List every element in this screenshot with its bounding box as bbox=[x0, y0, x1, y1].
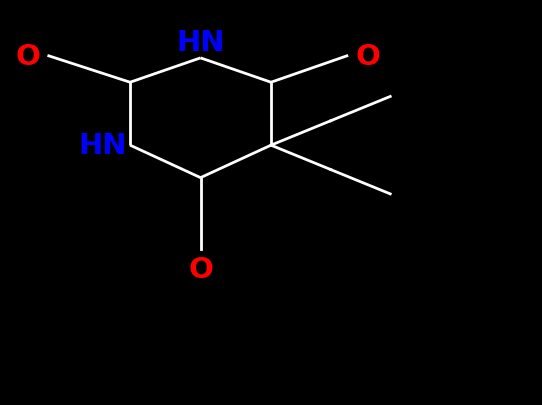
Text: O: O bbox=[188, 255, 213, 283]
Text: O: O bbox=[355, 43, 380, 70]
Text: O: O bbox=[16, 43, 41, 70]
Text: HN: HN bbox=[176, 29, 225, 57]
Text: HN: HN bbox=[79, 132, 127, 160]
